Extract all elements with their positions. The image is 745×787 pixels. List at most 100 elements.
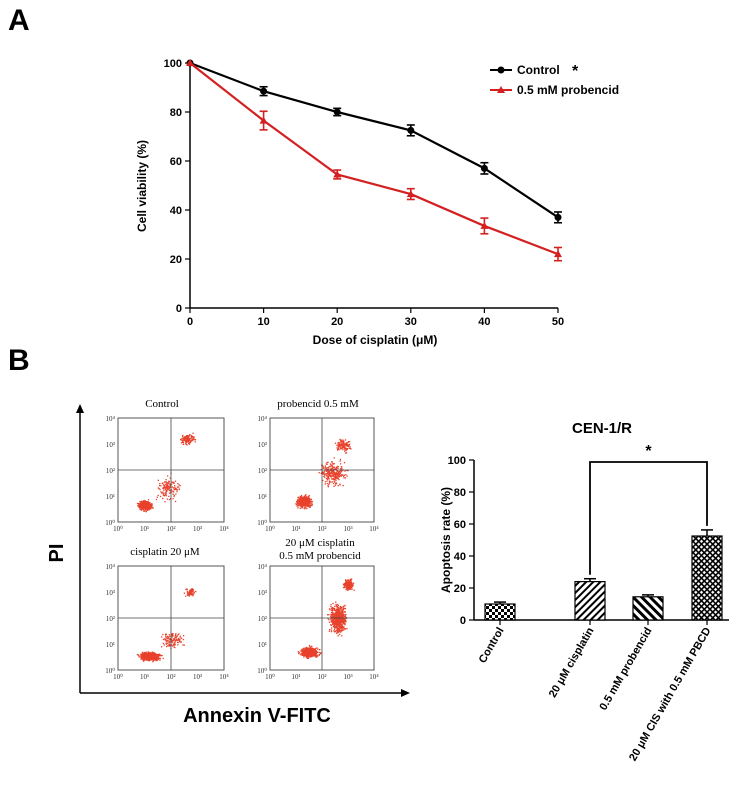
flow-x-tick-label: 10²: [317, 525, 326, 533]
flow-dot: [168, 643, 170, 645]
flow-dot: [334, 475, 336, 477]
flow-dot: [334, 625, 336, 627]
flow-dot: [335, 468, 337, 470]
flow-dot: [177, 483, 179, 485]
flow-dot: [163, 638, 166, 640]
flow-dot: [342, 623, 345, 625]
flow-dot: [167, 642, 169, 644]
flow-dot: [142, 659, 144, 661]
flow-dot: [336, 625, 338, 627]
flow-dot: [338, 449, 340, 451]
flow-dot: [308, 651, 310, 653]
flow-dot: [305, 497, 307, 499]
flow-dot: [192, 432, 194, 434]
flow-dot: [307, 499, 309, 501]
flow-dot: [143, 657, 146, 659]
flow-y-tick-label: 10²: [106, 615, 115, 623]
flow-dot: [333, 618, 336, 620]
flow-dot: [304, 499, 306, 501]
flow-dot: [143, 654, 145, 656]
bar: [632, 596, 664, 621]
flow-dot: [307, 501, 309, 503]
flow-dot: [340, 443, 343, 445]
flow-dot: [171, 634, 173, 636]
flow-dot: [303, 503, 305, 505]
flow-dot: [306, 653, 308, 655]
flow-dot: [349, 583, 351, 586]
flow-dot: [176, 638, 178, 641]
flow-dot: [331, 461, 333, 463]
flow-dot: [146, 505, 149, 508]
flow-dot: [344, 620, 346, 623]
flow-dot: [172, 633, 174, 636]
flow-dot: [336, 606, 339, 608]
flow-dot: [181, 435, 184, 438]
flow-dot: [317, 655, 319, 657]
flow-dot: [332, 466, 334, 468]
flow-dot: [159, 655, 161, 657]
flow-dot: [323, 475, 325, 478]
flow-dot: [350, 581, 352, 583]
flow-dot: [147, 659, 149, 661]
flow-dot: [299, 504, 301, 506]
flow-dot: [314, 653, 316, 655]
flow-dot: [344, 447, 346, 449]
flow-dot: [335, 612, 337, 614]
flow-dot: [337, 619, 340, 621]
flow-dot: [148, 656, 150, 659]
flow-dot: [178, 633, 180, 635]
flow-dot: [165, 486, 167, 488]
flow-dot: [148, 652, 150, 654]
flow-dot: [298, 501, 301, 503]
flow-dot: [166, 485, 168, 487]
flow-dot: [342, 620, 345, 622]
flow-dot: [188, 443, 190, 445]
flow-dot: [147, 507, 149, 509]
flow-dot: [342, 441, 344, 443]
flow-dot: [336, 612, 338, 614]
flow-dot: [330, 631, 333, 633]
flow-dot: [151, 659, 153, 661]
flow-dot: [305, 655, 307, 657]
flow-dot: [323, 473, 325, 475]
flow-dot: [312, 649, 314, 651]
flow-dot: [341, 617, 344, 620]
flow-dot: [337, 467, 339, 469]
flow-plot-title-line-1: 20 μM cisplatin: [285, 537, 355, 549]
flow-dot: [314, 651, 316, 653]
flow-dot: [177, 638, 180, 641]
flow-dot: [344, 584, 346, 586]
flow-dot: [162, 491, 164, 493]
flow-dot: [350, 586, 352, 588]
flow-dot: [322, 466, 324, 468]
flow-dot: [152, 661, 154, 663]
flow-dot: [188, 442, 190, 444]
flow-dot: [159, 485, 161, 487]
y-tick-label: 100: [448, 455, 466, 467]
flow-dot: [180, 641, 183, 643]
flow-dot: [310, 651, 312, 653]
flow-dot: [337, 609, 339, 611]
flow-dot: [143, 659, 146, 661]
flow-dot: [336, 627, 338, 629]
flow-dot: [300, 495, 303, 497]
flow-dot: [173, 482, 175, 484]
flow-dot: [309, 501, 311, 503]
flow-dot: [166, 483, 168, 485]
flow-dot: [144, 656, 147, 658]
flow-dot: [339, 442, 341, 444]
flow-dot: [161, 492, 163, 494]
flow-dot: [308, 649, 310, 651]
flow-dot: [143, 510, 145, 512]
flow-dot: [324, 470, 326, 472]
flow-dot: [152, 653, 154, 656]
flow-dot: [140, 656, 142, 659]
flow-dot: [341, 635, 343, 637]
bar-chart-bars: Control 20 μM cisplatin 0.5 mM probencid20…: [477, 443, 723, 763]
flow-dot: [337, 448, 339, 450]
flow-dot: [144, 507, 146, 509]
flow-dot: [342, 610, 344, 612]
flow-dot: [168, 638, 170, 641]
flow-dot: [315, 656, 318, 658]
data-point: [333, 108, 341, 116]
